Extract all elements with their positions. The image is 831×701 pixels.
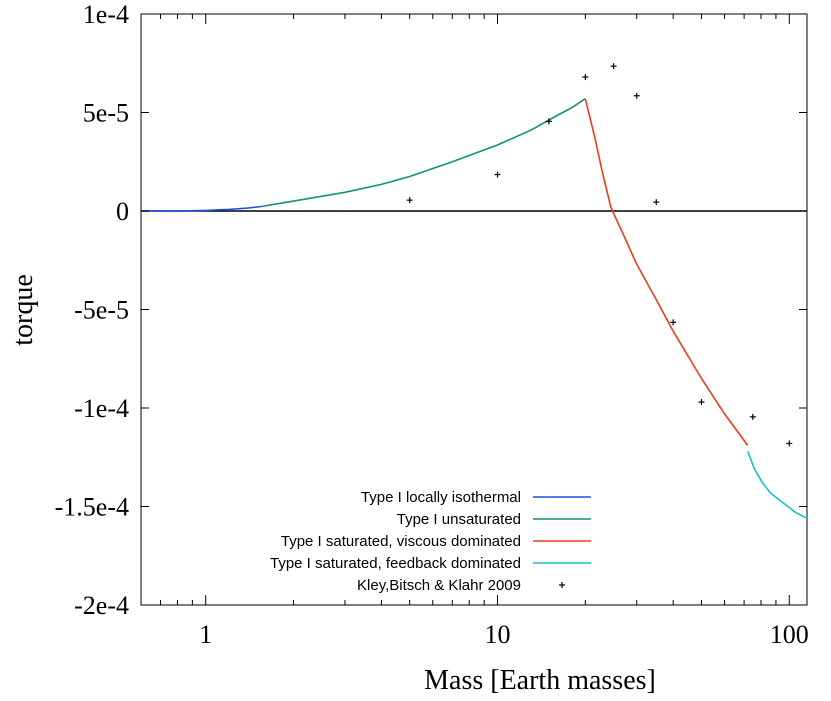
data-marker [545,118,552,125]
legend-label: Type I saturated, viscous dominated [281,533,521,550]
legend-label: Type I saturated, feedback dominated [270,555,521,572]
y-tick-label: -1e-4 [74,394,129,423]
x-axis-label: Mass [Earth masses] [424,665,656,696]
legend-label: Type I unsaturated [397,511,521,528]
x-tick-label: 1 [199,620,212,649]
data-marker [670,319,677,326]
legend-label: Kley,Bitsch & Klahr 2009 [357,577,521,594]
x-tick-label: 10 [485,620,511,649]
data-marker [786,440,793,447]
data-marker [610,63,617,70]
data-marker [698,399,705,406]
series-line-3 [746,451,808,520]
legend: Type I locally isothermal Type I unsatura… [270,489,591,594]
legend-label: Type I locally isothermal [361,489,521,506]
y-tick-label: 0 [116,197,129,226]
y-tick-label: -5e-5 [74,296,129,325]
series-line-1 [261,98,586,208]
data-marker [749,413,756,420]
data-marker [653,199,660,206]
y-axis-label: torque [8,274,39,346]
data-marker [633,92,640,99]
legend-marker [559,582,565,588]
data-marker [582,74,589,81]
data-marker [494,171,501,178]
series-line-2 [584,98,749,446]
data-marker [406,197,413,204]
y-tick-label: -1.5e-4 [55,493,129,522]
y-tick-label: 1e-4 [83,0,129,29]
x-tick-label: 100 [770,620,809,649]
y-tick-label: -2e-4 [74,591,129,620]
series-line-0 [141,205,262,212]
y-tick-label: 5e-5 [83,99,129,128]
